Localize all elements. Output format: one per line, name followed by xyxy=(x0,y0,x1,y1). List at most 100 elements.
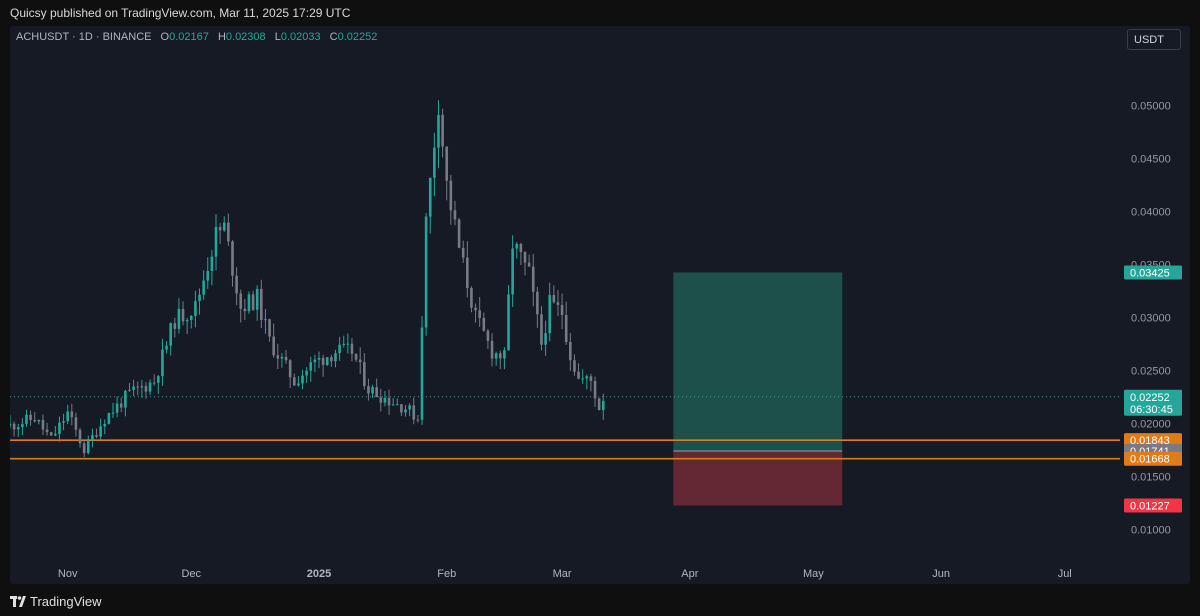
candle-body xyxy=(416,419,420,421)
y-tick-label: 0.02000 xyxy=(1131,419,1171,431)
candle-body xyxy=(194,301,197,316)
candle-body xyxy=(511,248,514,295)
candle-body xyxy=(280,356,284,359)
candle-body xyxy=(581,378,584,380)
candle-body xyxy=(119,403,123,408)
open-value: 0.02167 xyxy=(169,31,209,43)
candle-body xyxy=(371,387,374,394)
candle-body xyxy=(519,244,523,253)
currency-button[interactable]: USDT xyxy=(1127,29,1181,50)
candle-body xyxy=(152,382,156,384)
price-axis: 0.010000.015000.020000.025000.030000.035… xyxy=(1131,101,1171,537)
candle-body xyxy=(391,404,395,406)
target-price-label-bg xyxy=(1124,265,1182,280)
candle-body xyxy=(412,405,416,420)
candle-body xyxy=(62,421,65,423)
target-price-label-text: 0.03425 xyxy=(1130,267,1170,279)
x-tick-label: Mar xyxy=(553,568,572,580)
candle-body xyxy=(433,147,436,178)
target-price-label[interactable]: 0.03425 xyxy=(1124,265,1182,280)
candle-body xyxy=(330,357,333,362)
candle-body xyxy=(58,422,61,434)
candle-body xyxy=(260,288,263,320)
candle-body xyxy=(132,386,135,390)
price-chart[interactable]: 0.010000.015000.020000.025000.030000.035… xyxy=(10,26,1190,584)
candle-body xyxy=(437,114,440,148)
candle-body xyxy=(276,355,280,359)
x-tick-label: 2025 xyxy=(307,568,331,580)
candle-body xyxy=(111,412,115,414)
candle-body xyxy=(367,386,370,394)
candle-body xyxy=(235,275,238,294)
chart-panel[interactable]: 0.010000.015000.020000.025000.030000.035… xyxy=(10,26,1190,584)
candle-body xyxy=(288,360,292,378)
candle-body xyxy=(317,357,321,360)
candle-body xyxy=(74,417,78,430)
candle-body xyxy=(49,432,53,436)
candle-body xyxy=(202,280,205,295)
candle-body xyxy=(457,219,461,248)
candle-body xyxy=(218,226,222,231)
candle-body xyxy=(573,360,576,372)
candle-body xyxy=(531,266,535,292)
publish-info: Quicsy published on TradingView.com, Mar… xyxy=(10,6,351,20)
candle-body xyxy=(593,380,597,399)
y-tick-label: 0.03000 xyxy=(1131,313,1171,325)
candle-body xyxy=(140,386,144,388)
candle-body xyxy=(408,405,411,410)
candle-body xyxy=(54,433,57,436)
stop-zone[interactable] xyxy=(673,450,843,506)
footer-brand[interactable]: TradingView xyxy=(30,594,102,609)
candle-body xyxy=(490,340,494,359)
close-value: 0.02252 xyxy=(337,31,378,43)
stop-price-label[interactable]: 0.01227 xyxy=(1124,498,1182,513)
candle-body xyxy=(395,404,399,406)
candle-body xyxy=(239,293,243,309)
candle-body xyxy=(91,435,94,440)
candle-body xyxy=(136,386,140,388)
high-label: H xyxy=(217,31,226,43)
x-tick-label: Apr xyxy=(681,568,698,580)
candle-body xyxy=(585,376,589,379)
upper-line-label-bg xyxy=(1124,433,1182,448)
candle-body xyxy=(486,330,490,341)
candle-body xyxy=(507,294,510,351)
candle-body xyxy=(420,327,424,420)
close-label: C xyxy=(329,31,338,43)
lower-line-label[interactable]: 0.01668 xyxy=(1124,451,1182,466)
y-tick-label: 0.04000 xyxy=(1131,207,1171,219)
candle-body xyxy=(251,294,255,310)
candle-body xyxy=(309,362,313,371)
candle-body xyxy=(95,435,98,437)
candle-body xyxy=(383,397,387,403)
candle-body xyxy=(148,382,152,392)
candle-body xyxy=(523,252,527,263)
high-value: 0.02308 xyxy=(225,31,266,43)
candle-body xyxy=(45,429,49,433)
current-price-label-bg xyxy=(1124,389,1182,416)
tradingview-logo-icon[interactable] xyxy=(10,596,26,608)
time-axis: Nov Dec 2025 Feb Mar Apr May Jun Jul xyxy=(58,568,1072,580)
candle-body xyxy=(10,423,12,426)
countdown-text: 06:30:45 xyxy=(1130,404,1173,416)
candle-body xyxy=(544,333,547,345)
low-value: 0.02033 xyxy=(280,31,321,43)
candle-body xyxy=(21,423,24,428)
candle-body xyxy=(564,315,568,342)
candle-body xyxy=(445,146,449,181)
candle-body xyxy=(548,295,552,334)
candle-body xyxy=(358,359,362,363)
target-zone[interactable] xyxy=(673,272,843,451)
candle-body xyxy=(424,216,428,328)
candle-body xyxy=(115,403,119,413)
candle-body xyxy=(342,343,346,345)
symbol-name[interactable]: ACHUSDT · 1D · BINANCE xyxy=(16,31,152,43)
candle-body xyxy=(474,307,477,311)
candle-body xyxy=(461,247,465,258)
candle-body xyxy=(313,359,317,363)
candle-body xyxy=(597,398,601,411)
candle-body xyxy=(560,305,564,316)
candle-body xyxy=(144,386,148,392)
candle-body xyxy=(350,343,354,354)
